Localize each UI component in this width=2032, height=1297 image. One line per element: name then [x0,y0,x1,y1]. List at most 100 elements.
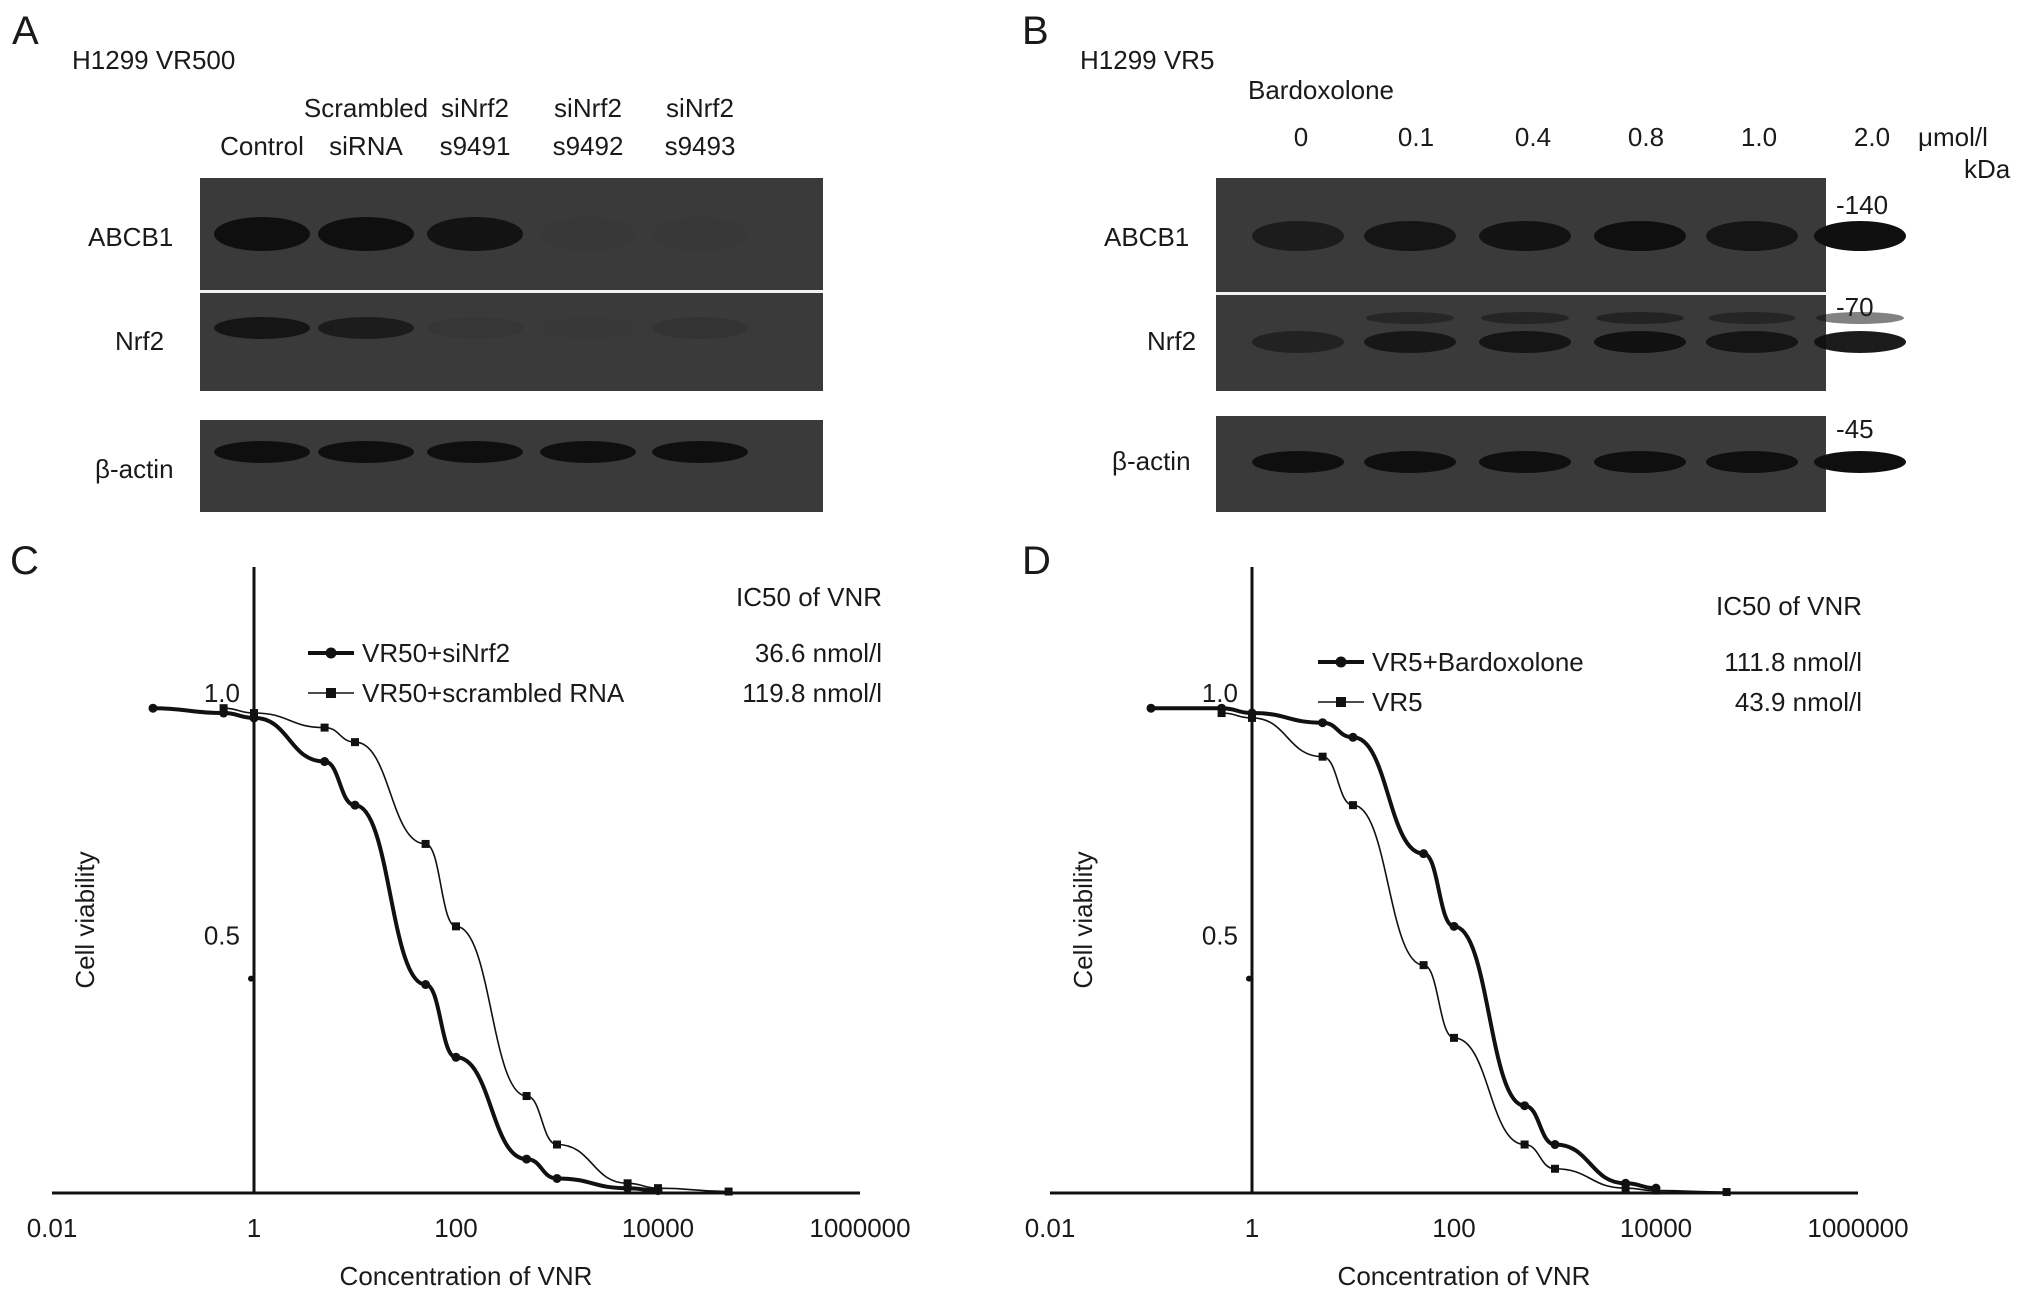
D-y-axis-label: Cell viability [1068,851,1098,988]
C-point-vr50-scrambled-rna-2 [320,723,329,732]
D-y-tick-0-5: 0.5 [1202,921,1238,951]
D-x-axis-label: Concentration of VNR [1338,1261,1591,1291]
panel-b-treatment-label: Bardoxolone [1248,75,1394,105]
panel-a-lane-label-5-line2: s9493 [665,131,736,161]
panel-b-marker-140: -140 [1836,190,1888,220]
band-abcb1-lane-5 [652,217,748,251]
band-abcb1-lane-1 [214,217,310,251]
panel-b-letter: B [1022,9,1049,53]
C-y-tick-0-5: 0.5 [204,921,240,951]
C-legend-label-vr50-scrambled-rna: VR50+scrambled RNA [362,678,625,708]
D-legend-marker-vr5 [1336,697,1346,707]
panel-c: C 0.01 1 100 10000 1000000 0.5 1.0 Concentratio… [10,539,911,1291]
panel-a-row-label-abcb1: ABCB1 [88,222,173,252]
band-abcb1-lane-4 [1594,221,1686,251]
band-nrf2-upper-lane-6 [1816,312,1904,324]
D-point-vr5-9 [1652,1186,1660,1195]
D-legend-title: IC50 of VNR [1716,591,1862,621]
D-point-vr5-bardoxolone-6 [1449,921,1459,931]
D-y-tick-mark-0-5 [1246,975,1252,982]
C-x-tick-1: 1 [247,1213,261,1243]
C-point-vr50-scrambled-rna-4 [421,839,430,848]
panel-b-row-label-nrf2: Nrf2 [1147,326,1196,356]
C-x-axis-label: Concentration of VNR [340,1261,593,1291]
D-legend-marker-vr5-bardoxolone [1335,656,1347,668]
C-x-tick-100: 100 [434,1213,477,1243]
C-legend-marker-vr50-scrambled-rna [326,688,336,698]
C-point-vr50-sinrf2-6 [451,1052,461,1062]
band-nrf2-lane-1 [214,317,310,339]
C-point-vr50-sinrf2-5 [421,980,431,990]
band-nrf2-upper-lane-5 [1708,312,1796,324]
C-point-vr50-scrambled-rna-10 [724,1187,733,1196]
band-nrf2-lane-5 [1706,331,1798,353]
panel-a-lane-label-4-line2: s9492 [553,131,624,161]
band-nrf2-lane-5 [652,317,748,339]
D-point-vr5-3 [1349,801,1357,810]
band-abcb1-lane-3 [1479,221,1571,251]
band-actin-lane-5 [652,441,748,463]
band-abcb1-lane-2 [1364,221,1456,251]
panel-b-blot-divider [1216,292,1826,295]
panel-b-dose-1-0: 1.0 [1741,122,1777,152]
D-point-vr5-7 [1551,1164,1559,1173]
panel-b-blot-upper [1216,178,1826,391]
band-nrf2-lane-6 [1814,331,1906,353]
panel-d-letter: D [1022,539,1051,583]
panel-b-dose-labels: 0 0.1 0.4 0.8 1.0 2.0 [1294,122,1890,152]
panel-a-bands [214,217,748,463]
D-x-tick-1000000: 1000000 [1807,1213,1908,1243]
panel-b-title: H1299 VR5 [1080,45,1214,75]
D-legend-label-vr5: VR5 [1372,687,1423,717]
D-point-vr5-4 [1419,961,1428,970]
panel-a-lane-label-2-line1: Scrambled [304,93,428,123]
C-point-vr50-sinrf2-3 [320,757,330,767]
panel-b-marker-70: -70 [1836,292,1874,322]
band-nrf2-lane-4 [1594,331,1686,353]
D-y-tick-1-0: 1.0 [1202,678,1238,708]
band-nrf2-upper-lane-4 [1596,312,1684,324]
D-legend-ic50-vr5-bardoxolone: 111.8 nmol/l [1724,647,1862,677]
C-legend-ic50-vr50-scrambled-rna: 119.8 nmol/l [742,678,882,708]
band-actin-lane-5 [1706,451,1798,473]
C-point-vr50-sinrf2-8 [552,1173,562,1183]
band-nrf2-lane-3 [427,317,523,339]
band-actin-lane-6 [1814,451,1906,473]
D-x-tick-1: 1 [1245,1213,1259,1243]
panel-d-chart: 0.01 1 100 10000 1000000 0.5 1.0 Concentration … [1025,567,1909,1291]
band-actin-lane-3 [427,441,523,463]
C-point-vr50-scrambled-rna-1 [250,709,258,718]
C-x-tick-1000000: 1000000 [809,1213,910,1243]
band-nrf2-lane-2 [318,317,414,339]
C-legend-label-vr50-sinrf2: VR50+siNrf2 [362,638,510,668]
panel-a-blot-upper [200,178,823,391]
C-point-vr50-sinrf2-7 [522,1154,532,1164]
D-x-tick-10000: 10000 [1620,1213,1692,1243]
D-point-vr5-bardoxolone-5 [1419,849,1429,859]
band-nrf2-lane-4 [540,317,636,339]
band-nrf2-lane-1 [1252,331,1344,353]
D-point-vr5-1 [1248,713,1256,722]
band-actin-lane-4 [1594,451,1686,473]
D-point-vr5-bardoxolone-3 [1318,718,1328,728]
D-point-vr5-8 [1621,1184,1630,1193]
panel-b-row-label-abcb1: ABCB1 [1104,222,1189,252]
band-abcb1-lane-1 [1252,221,1344,251]
D-x-tick-100: 100 [1432,1213,1475,1243]
D-point-vr5-bardoxolone-0 [1146,703,1156,713]
C-point-vr50-sinrf2-4 [350,800,360,810]
panel-d: D 0.01 1 100 10000 1000000 0.5 1.0 Concentratio… [1022,539,1909,1291]
panel-a-row-label-actin: β-actin [95,454,174,484]
C-point-vr50-scrambled-rna-8 [623,1179,632,1188]
D-legend-ic50-vr5: 43.9 nmol/l [1735,687,1862,717]
C-point-vr50-scrambled-rna-9 [654,1184,662,1193]
band-actin-lane-1 [1252,451,1344,473]
panel-a-row-label-nrf2: Nrf2 [115,326,164,356]
D-point-vr5-5 [1450,1033,1458,1042]
panel-b-dose-0: 0 [1294,122,1308,152]
D-legend-label-vr5-bardoxolone: VR5+Bardoxolone [1372,647,1584,677]
D-x-tick-0-01: 0.01 [1025,1213,1076,1243]
C-y-tick-1-0: 1.0 [204,678,240,708]
band-actin-lane-2 [1364,451,1456,473]
